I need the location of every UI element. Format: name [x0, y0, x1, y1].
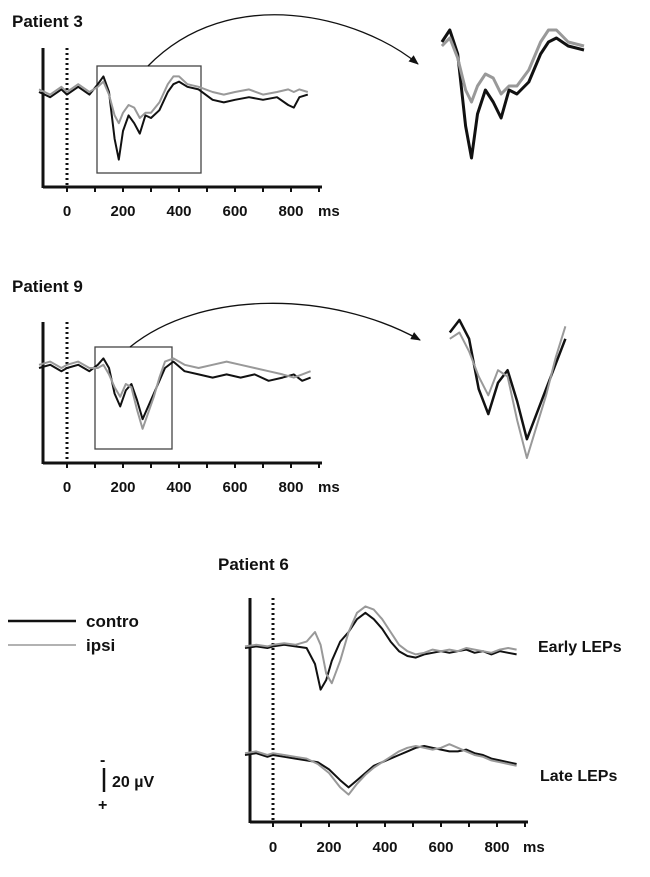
- legend-ipsi-label: ipsi: [86, 636, 115, 655]
- patient-9-unit-label: ms: [318, 479, 340, 496]
- patient-3-unit-label: ms: [318, 203, 340, 220]
- patient-9-tick-label: 200: [110, 479, 135, 496]
- legend: contro ipsi: [8, 612, 139, 655]
- patient-3-traces: [38, 75, 309, 161]
- scale-bar: - 20 µV +: [98, 752, 154, 814]
- patient-3-tick-label: 0: [63, 203, 71, 220]
- patient-6-tick-label: 400: [372, 839, 397, 856]
- patient-9-x-ticks: 0 200 400 600 800: [63, 463, 320, 496]
- patient-3-title: Patient 3: [12, 12, 83, 31]
- patient-3-zoomed-traces: [440, 28, 585, 160]
- patient-3-zoom-box: [96, 65, 202, 174]
- patient-9-tick-label: 0: [63, 479, 71, 496]
- patient-6-early-contro-trace: [244, 611, 517, 691]
- patient-9-tick-label: 800: [278, 479, 303, 496]
- patient-6-late-ipsi-trace: [244, 743, 517, 796]
- scale-bar-label: 20 µV: [112, 774, 154, 791]
- patient-9-traces: [38, 357, 311, 430]
- patient-6-early-ipsi-trace: [244, 605, 517, 685]
- patient-6-x-ticks: 0 200 400 600 800: [269, 822, 526, 856]
- patient-9-contro-trace: [38, 357, 311, 421]
- patient-9-ipsi-trace: [38, 357, 311, 430]
- patient-3-axes: [41, 48, 322, 189]
- patient-6-title: Patient 6: [218, 555, 289, 574]
- patient-9-tick-label: 400: [166, 479, 191, 496]
- patient-9-ipsi-zoom-trace: [449, 326, 567, 459]
- patient-9-title: Patient 9: [12, 277, 83, 296]
- patient-9-zoomed-traces: [448, 318, 567, 459]
- patient-9-tick-label: 600: [222, 479, 247, 496]
- patient-6-tick-label: 0: [269, 839, 277, 856]
- scale-negative-sign: -: [100, 752, 105, 769]
- patient-3-zoom-arrow: [147, 14, 419, 67]
- late-leps-label: Late LEPs: [540, 768, 617, 785]
- patient-3-x-ticks: 0 200 400 600 800: [63, 187, 320, 220]
- patient-9-zoom-box: [94, 346, 173, 450]
- patient-3-ipsi-zoom-trace: [440, 28, 585, 104]
- legend-contro-label: contro: [86, 612, 139, 631]
- early-leps-label: Early LEPs: [538, 639, 622, 656]
- patient-3-contro-zoom-trace: [440, 28, 585, 160]
- patient-3-ipsi-trace: [38, 75, 309, 125]
- patient-6-late-traces: [244, 743, 517, 796]
- patient-9-contro-zoom-trace: [448, 318, 567, 441]
- patient-6-axes: [248, 598, 528, 824]
- patient-6-unit-label: ms: [523, 839, 545, 856]
- scale-positive-sign: +: [98, 797, 107, 814]
- patient-6-early-traces: [244, 605, 517, 691]
- patient-6-late-contro-trace: [244, 745, 517, 789]
- patient-3-tick-label: 600: [222, 203, 247, 220]
- patient-9-zoom-arrow: [129, 302, 421, 348]
- patient-3-contro-trace: [38, 75, 309, 161]
- patient-3-tick-label: 800: [278, 203, 303, 220]
- patient-3-tick-label: 200: [110, 203, 135, 220]
- patient-6-tick-label: 800: [484, 839, 509, 856]
- patient-6-tick-label: 200: [316, 839, 341, 856]
- patient-9-axes: [41, 322, 322, 465]
- patient-6-tick-label: 600: [428, 839, 453, 856]
- patient-3-tick-label: 400: [166, 203, 191, 220]
